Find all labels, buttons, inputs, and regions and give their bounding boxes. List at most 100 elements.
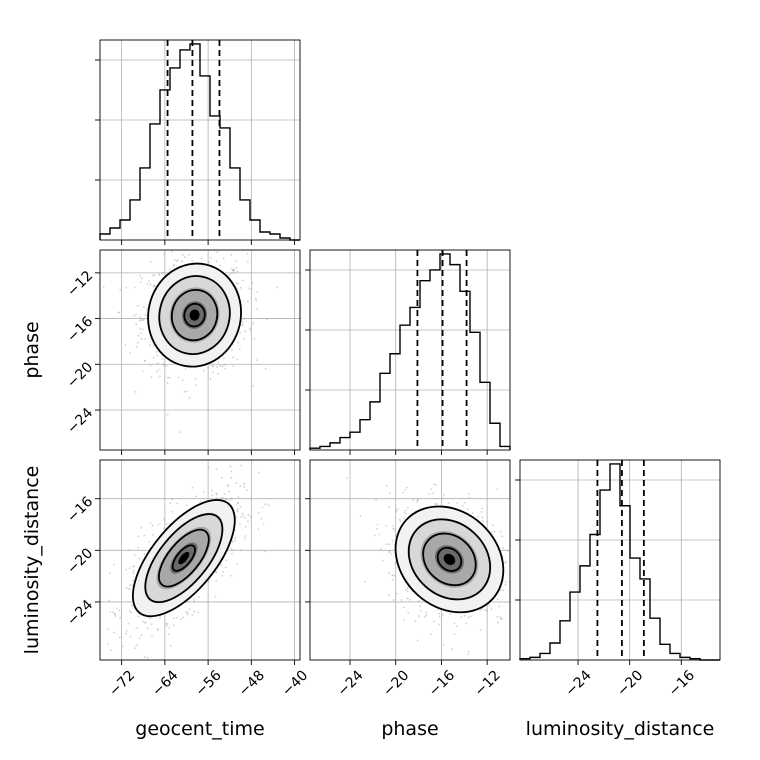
- sample-point: [249, 329, 252, 331]
- sample-point: [251, 282, 254, 284]
- panel-2d-geocent_time-phase: [95, 246, 301, 455]
- sample-point: [208, 261, 211, 264]
- sample-point: [402, 491, 405, 494]
- sample-point: [142, 620, 144, 623]
- panel-2d-phase-luminosity_distance: [305, 459, 550, 665]
- contour-line: [147, 262, 242, 368]
- sample-point: [121, 645, 124, 648]
- sample-point: [146, 282, 149, 285]
- histogram-geocent_time: [99, 43, 300, 241]
- sample-point: [394, 509, 397, 512]
- sample-point: [177, 376, 180, 379]
- sample-point: [364, 580, 366, 583]
- sample-point: [460, 616, 463, 619]
- sample-point: [125, 629, 128, 632]
- sample-point: [511, 570, 513, 572]
- sample-point: [261, 506, 264, 509]
- sample-point: [385, 543, 388, 546]
- contour-line: [158, 528, 210, 588]
- sample-point: [244, 535, 247, 537]
- sample-point: [143, 553, 146, 555]
- x-tick-label-geocent_time: −40: [279, 667, 311, 699]
- density-level: [443, 553, 456, 566]
- sample-point: [385, 484, 388, 487]
- sample-point: [406, 506, 409, 509]
- sample-point: [124, 344, 127, 346]
- sample-point: [184, 368, 187, 371]
- sample-point: [191, 486, 194, 489]
- sample-point: [128, 567, 131, 570]
- sample-point: [181, 379, 184, 381]
- sample-point: [129, 610, 131, 612]
- sample-point: [502, 547, 504, 550]
- sample-point: [139, 332, 142, 335]
- sample-point: [257, 471, 260, 474]
- sample-point: [230, 470, 233, 473]
- sample-point: [214, 595, 217, 598]
- sample-point: [139, 281, 142, 283]
- sample-point: [438, 616, 441, 618]
- sample-point: [203, 491, 205, 493]
- sample-point: [534, 588, 536, 590]
- sample-point: [548, 607, 550, 609]
- sample-point: [188, 396, 191, 399]
- sample-point: [106, 642, 109, 645]
- sample-point: [220, 476, 223, 479]
- sample-point: [132, 572, 135, 575]
- sample-point: [239, 549, 242, 552]
- sample-point: [219, 264, 222, 267]
- sample-point: [453, 632, 456, 635]
- sample-point: [141, 319, 144, 322]
- sample-point: [207, 366, 210, 369]
- sample-point: [234, 536, 237, 539]
- sample-point: [197, 596, 200, 599]
- sample-point: [235, 266, 238, 269]
- sample-point: [161, 272, 164, 275]
- sample-point: [380, 548, 382, 551]
- sample-point: [168, 627, 171, 629]
- sample-point: [199, 500, 202, 503]
- density-level: [178, 551, 190, 565]
- sample-point: [129, 352, 131, 354]
- sample-point: [396, 593, 398, 595]
- sample-point: [215, 570, 218, 573]
- sample-point: [239, 485, 242, 487]
- sample-point: [231, 349, 233, 352]
- sample-point: [232, 356, 235, 359]
- sample-point: [486, 609, 489, 612]
- x-tick-label-luminosity_distance: −24: [563, 667, 595, 699]
- panel-frame: [99, 249, 301, 451]
- sample-point: [159, 617, 161, 620]
- sample-point: [174, 259, 177, 262]
- sample-point: [168, 376, 171, 379]
- sample-point: [188, 608, 191, 611]
- sample-point: [388, 550, 391, 553]
- sample-point: [505, 581, 507, 584]
- sample-point: [215, 571, 218, 573]
- sample-point: [266, 318, 268, 320]
- sample-point: [138, 319, 141, 322]
- y-tick-label-phase: −16: [64, 313, 96, 345]
- sample-point: [215, 496, 218, 499]
- sample-point: [463, 614, 466, 617]
- sample-point: [151, 634, 153, 637]
- sample-point: [215, 246, 217, 248]
- sample-point: [75, 633, 77, 635]
- sample-point: [195, 495, 197, 498]
- sample-point: [182, 253, 184, 256]
- sample-point: [149, 364, 152, 367]
- sample-point: [136, 627, 138, 629]
- sample-point: [215, 260, 218, 262]
- sample-point: [232, 269, 234, 272]
- sample-point: [400, 599, 403, 601]
- sample-point: [512, 602, 514, 604]
- sample-point: [137, 535, 140, 538]
- sample-point: [496, 616, 499, 618]
- sample-point: [416, 499, 419, 502]
- sample-point: [215, 468, 218, 471]
- sample-point: [493, 530, 496, 533]
- sample-point: [148, 617, 151, 620]
- sample-point: [128, 549, 131, 551]
- sample-point: [242, 279, 244, 282]
- sample-point: [447, 502, 450, 504]
